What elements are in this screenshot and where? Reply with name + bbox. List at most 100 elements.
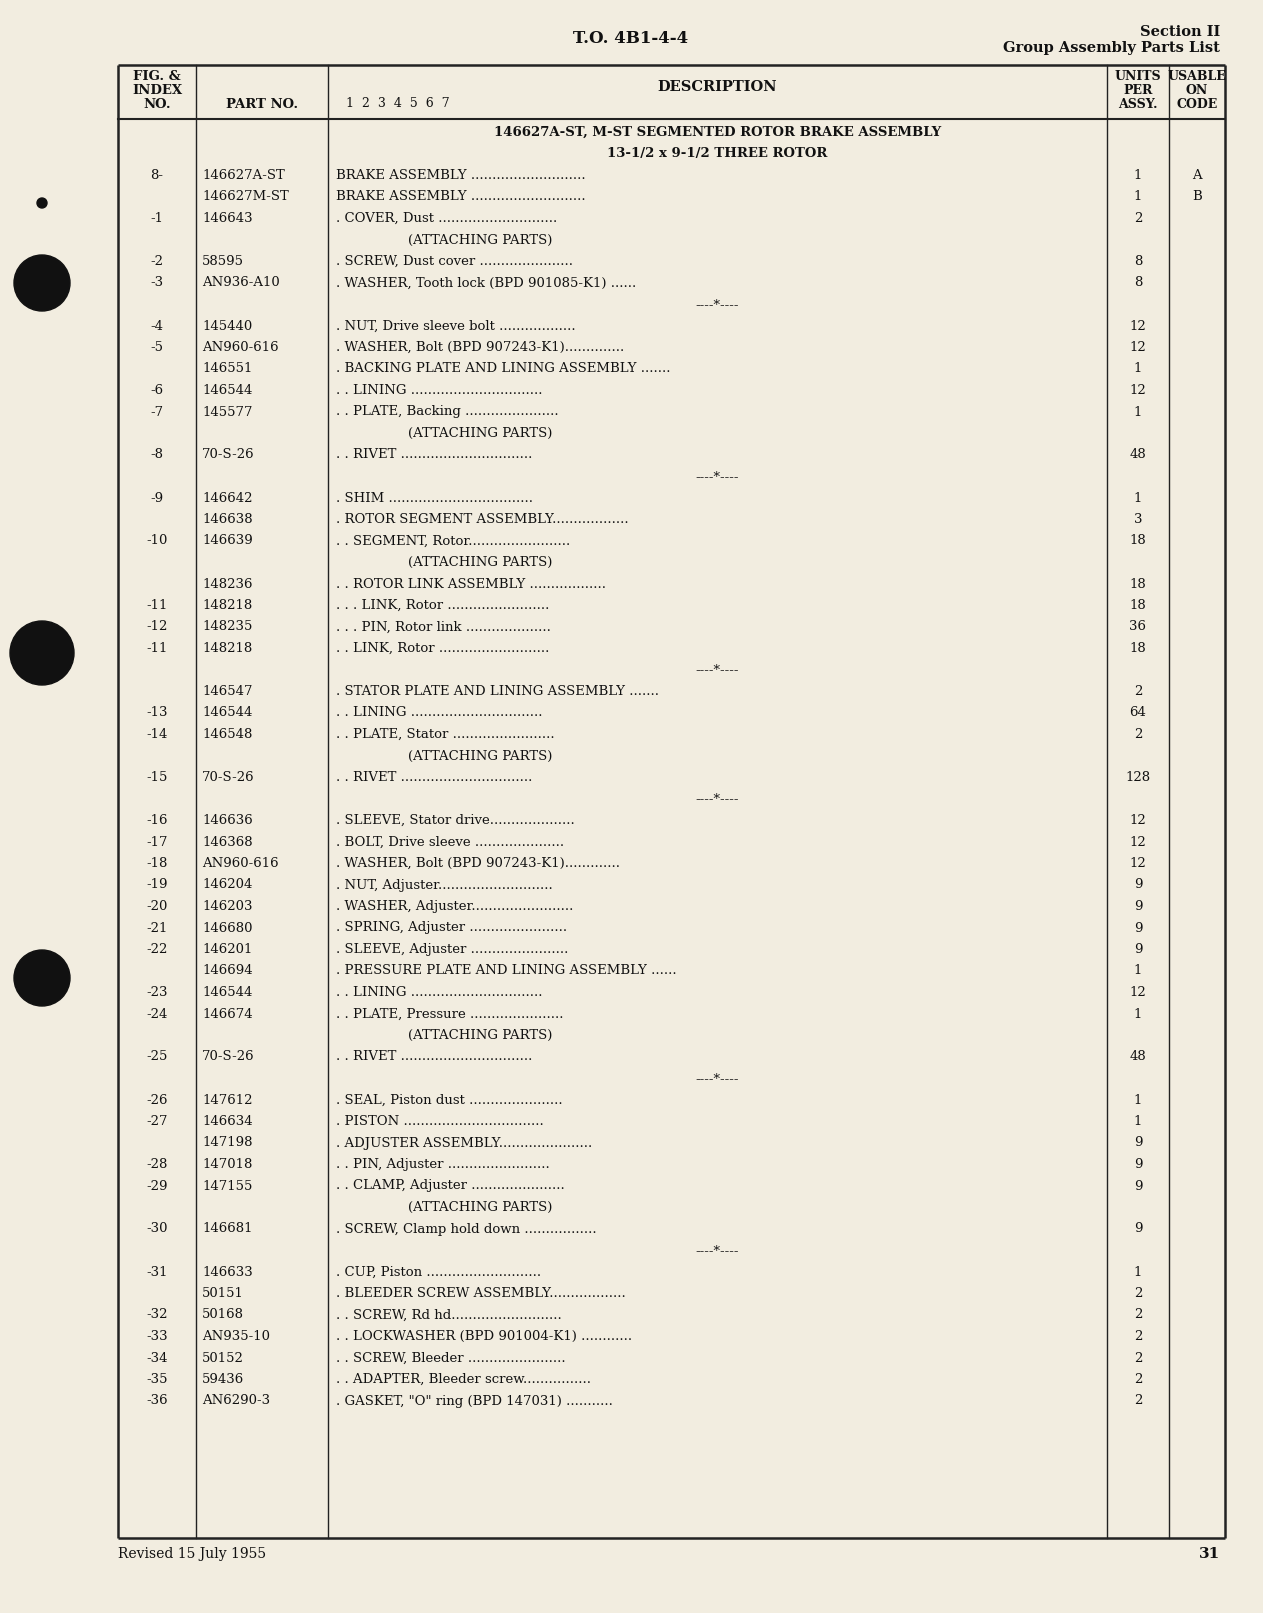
Text: 146633: 146633 xyxy=(202,1266,253,1279)
Text: 1: 1 xyxy=(1134,363,1142,376)
Text: . SLEEVE, Stator drive....................: . SLEEVE, Stator drive..................… xyxy=(336,815,575,827)
Text: -12: -12 xyxy=(147,621,168,634)
Text: -34: -34 xyxy=(147,1352,168,1365)
Text: 9: 9 xyxy=(1134,1179,1142,1192)
Text: ----*----: ----*---- xyxy=(696,1073,739,1086)
Text: 50151: 50151 xyxy=(202,1287,244,1300)
Text: 147198: 147198 xyxy=(202,1137,253,1150)
Text: 18: 18 xyxy=(1129,577,1147,590)
Text: . . LOCKWASHER (BPD 901004-K1) ............: . . LOCKWASHER (BPD 901004-K1) .........… xyxy=(336,1331,632,1344)
Text: . . RIVET ...............................: . . RIVET ..............................… xyxy=(336,771,533,784)
Text: 2: 2 xyxy=(1134,1352,1142,1365)
Text: 2: 2 xyxy=(1134,211,1142,224)
Text: . . LINING ...............................: . . LINING .............................… xyxy=(336,384,543,397)
Text: . . PLATE, Backing ......................: . . PLATE, Backing .....................… xyxy=(336,405,558,418)
Circle shape xyxy=(14,255,69,311)
Text: 147018: 147018 xyxy=(202,1158,253,1171)
Text: 2: 2 xyxy=(1134,727,1142,740)
Text: . PISTON .................................: . PISTON ...............................… xyxy=(336,1115,544,1127)
Text: 3: 3 xyxy=(1134,513,1142,526)
Text: BRAKE ASSEMBLY ...........................: BRAKE ASSEMBLY .........................… xyxy=(336,169,586,182)
Text: 146201: 146201 xyxy=(202,944,253,957)
Text: -3: -3 xyxy=(150,276,164,289)
Text: 146694: 146694 xyxy=(202,965,253,977)
Text: 146642: 146642 xyxy=(202,492,253,505)
Text: 146681: 146681 xyxy=(202,1223,253,1236)
Text: -13: -13 xyxy=(147,706,168,719)
Text: 146368: 146368 xyxy=(202,836,253,848)
Text: 13-1/2 x 9-1/2 THREE ROTOR: 13-1/2 x 9-1/2 THREE ROTOR xyxy=(608,147,827,161)
Circle shape xyxy=(10,621,75,686)
Text: 146636: 146636 xyxy=(202,815,253,827)
Text: . . PLATE, Stator ........................: . . PLATE, Stator ......................… xyxy=(336,727,554,740)
Text: 146627A-ST, M-ST SEGMENTED ROTOR BRAKE ASSEMBLY: 146627A-ST, M-ST SEGMENTED ROTOR BRAKE A… xyxy=(494,126,941,139)
Text: 148218: 148218 xyxy=(202,598,253,611)
Text: -20: -20 xyxy=(147,900,168,913)
Text: . SHIM ..................................: . SHIM .................................… xyxy=(336,492,533,505)
Text: -33: -33 xyxy=(147,1331,168,1344)
Text: 1: 1 xyxy=(1134,190,1142,203)
Text: . STATOR PLATE AND LINING ASSEMBLY .......: . STATOR PLATE AND LINING ASSEMBLY .....… xyxy=(336,686,659,698)
Text: 9: 9 xyxy=(1134,921,1142,934)
Text: 148235: 148235 xyxy=(202,621,253,634)
Text: 12: 12 xyxy=(1129,857,1147,869)
Text: . . RIVET ...............................: . . RIVET ..............................… xyxy=(336,1050,533,1063)
Text: 1: 1 xyxy=(1134,169,1142,182)
Text: 1: 1 xyxy=(1134,492,1142,505)
Text: (ATTACHING PARTS): (ATTACHING PARTS) xyxy=(408,1029,552,1042)
Text: . ROTOR SEGMENT ASSEMBLY..................: . ROTOR SEGMENT ASSEMBLY................… xyxy=(336,513,629,526)
Text: 12: 12 xyxy=(1129,319,1147,332)
Text: . GASKET, "O" ring (BPD 147031) ...........: . GASKET, "O" ring (BPD 147031) ........… xyxy=(336,1395,613,1408)
Text: . . PIN, Adjuster ........................: . . PIN, Adjuster ......................… xyxy=(336,1158,549,1171)
Text: FIG. &: FIG. & xyxy=(133,69,181,82)
Text: -19: -19 xyxy=(147,879,168,892)
Text: 9: 9 xyxy=(1134,1137,1142,1150)
Text: 2: 2 xyxy=(1134,1287,1142,1300)
Text: 8-: 8- xyxy=(150,169,163,182)
Text: 146680: 146680 xyxy=(202,921,253,934)
Text: 146639: 146639 xyxy=(202,534,253,547)
Text: CODE: CODE xyxy=(1176,98,1218,111)
Text: . SEAL, Piston dust ......................: . SEAL, Piston dust ....................… xyxy=(336,1094,562,1107)
Text: -28: -28 xyxy=(147,1158,168,1171)
Text: 12: 12 xyxy=(1129,836,1147,848)
Text: -15: -15 xyxy=(147,771,168,784)
Text: -22: -22 xyxy=(147,944,168,957)
Text: . ADJUSTER ASSEMBLY......................: . ADJUSTER ASSEMBLY.....................… xyxy=(336,1137,592,1150)
Text: 128: 128 xyxy=(1125,771,1151,784)
Text: -10: -10 xyxy=(147,534,168,547)
Text: -29: -29 xyxy=(147,1179,168,1192)
Text: -4: -4 xyxy=(150,319,163,332)
Text: -9: -9 xyxy=(150,492,164,505)
Text: . . LINING ...............................: . . LINING .............................… xyxy=(336,986,543,998)
Text: ----*----: ----*---- xyxy=(696,792,739,805)
Text: PER: PER xyxy=(1123,84,1153,97)
Text: 58595: 58595 xyxy=(202,255,244,268)
Text: . WASHER, Bolt (BPD 907243-K1)..............: . WASHER, Bolt (BPD 907243-K1)..........… xyxy=(336,340,624,353)
Text: . NUT, Adjuster...........................: . NUT, Adjuster.........................… xyxy=(336,879,553,892)
Text: 146547: 146547 xyxy=(202,686,253,698)
Text: . COVER, Dust ............................: . COVER, Dust ..........................… xyxy=(336,211,557,224)
Text: -8: -8 xyxy=(150,448,163,461)
Text: -14: -14 xyxy=(147,727,168,740)
Text: . BLEEDER SCREW ASSEMBLY..................: . BLEEDER SCREW ASSEMBLY................… xyxy=(336,1287,625,1300)
Text: (ATTACHING PARTS): (ATTACHING PARTS) xyxy=(408,427,552,440)
Text: -25: -25 xyxy=(147,1050,168,1063)
Text: 70-S-26: 70-S-26 xyxy=(202,1050,255,1063)
Text: -7: -7 xyxy=(150,405,164,418)
Text: ON: ON xyxy=(1186,84,1209,97)
Text: ----*----: ----*---- xyxy=(696,663,739,676)
Text: 9: 9 xyxy=(1134,879,1142,892)
Text: Section II: Section II xyxy=(1139,24,1220,39)
Text: -31: -31 xyxy=(147,1266,168,1279)
Text: 1: 1 xyxy=(1134,1094,1142,1107)
Text: B: B xyxy=(1192,190,1202,203)
Text: 1: 1 xyxy=(1134,1008,1142,1021)
Text: (ATTACHING PARTS): (ATTACHING PARTS) xyxy=(408,234,552,247)
Text: AN960-616: AN960-616 xyxy=(202,857,279,869)
Text: A: A xyxy=(1192,169,1202,182)
Text: . . ADAPTER, Bleeder screw................: . . ADAPTER, Bleeder screw..............… xyxy=(336,1373,591,1386)
Text: -17: -17 xyxy=(147,836,168,848)
Text: . . . LINK, Rotor ........................: . . . LINK, Rotor ......................… xyxy=(336,598,549,611)
Text: ----*----: ----*---- xyxy=(696,298,739,311)
